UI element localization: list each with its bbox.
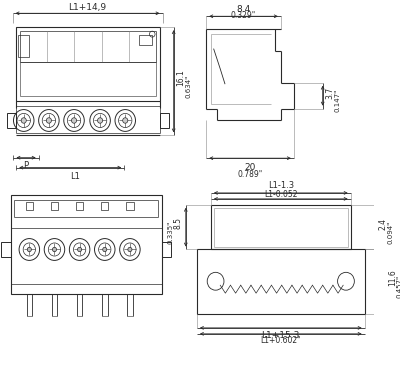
Text: 0.634": 0.634" — [186, 75, 192, 98]
Text: 8.5: 8.5 — [174, 217, 183, 229]
Circle shape — [72, 118, 76, 123]
Circle shape — [98, 118, 103, 123]
Circle shape — [46, 118, 52, 123]
Circle shape — [78, 247, 82, 252]
Bar — [197, 250, 364, 314]
Text: L1+15.3: L1+15.3 — [262, 331, 300, 340]
Text: 0.329": 0.329" — [231, 11, 256, 20]
Text: L1+14,9: L1+14,9 — [68, 3, 106, 12]
Text: L1-0.052: L1-0.052 — [264, 190, 298, 199]
Bar — [7, 112, 16, 128]
Circle shape — [21, 118, 26, 123]
Text: 11.6: 11.6 — [388, 269, 397, 286]
Text: P: P — [24, 161, 29, 169]
Text: 0.789": 0.789" — [238, 169, 263, 179]
Text: L1-1.3: L1-1.3 — [268, 182, 294, 190]
Text: 16.1: 16.1 — [177, 69, 186, 86]
Bar — [101, 202, 108, 210]
Text: L1: L1 — [70, 172, 80, 180]
Bar — [11, 195, 162, 294]
Circle shape — [123, 118, 128, 123]
Bar — [160, 112, 169, 128]
Bar — [211, 205, 351, 250]
Bar — [76, 202, 83, 210]
Bar — [26, 202, 33, 210]
Circle shape — [128, 247, 132, 252]
Bar — [139, 35, 152, 45]
Bar — [18, 35, 29, 57]
Bar — [162, 242, 171, 257]
Text: L1+0.602": L1+0.602" — [260, 336, 301, 345]
Bar — [1, 242, 11, 257]
Text: 0.094": 0.094" — [388, 220, 394, 244]
Bar — [126, 202, 134, 210]
Text: 0.335": 0.335" — [168, 220, 174, 244]
Text: 0.457": 0.457" — [397, 275, 400, 298]
Text: 20: 20 — [244, 163, 256, 172]
Text: 8.4: 8.4 — [236, 5, 251, 14]
Circle shape — [52, 247, 56, 252]
Text: 3.7: 3.7 — [326, 87, 335, 99]
Circle shape — [27, 247, 31, 252]
Circle shape — [103, 247, 107, 252]
Text: 0.147": 0.147" — [334, 89, 340, 112]
Text: 2.4: 2.4 — [379, 218, 388, 230]
Bar — [51, 202, 58, 210]
Bar — [16, 27, 160, 101]
